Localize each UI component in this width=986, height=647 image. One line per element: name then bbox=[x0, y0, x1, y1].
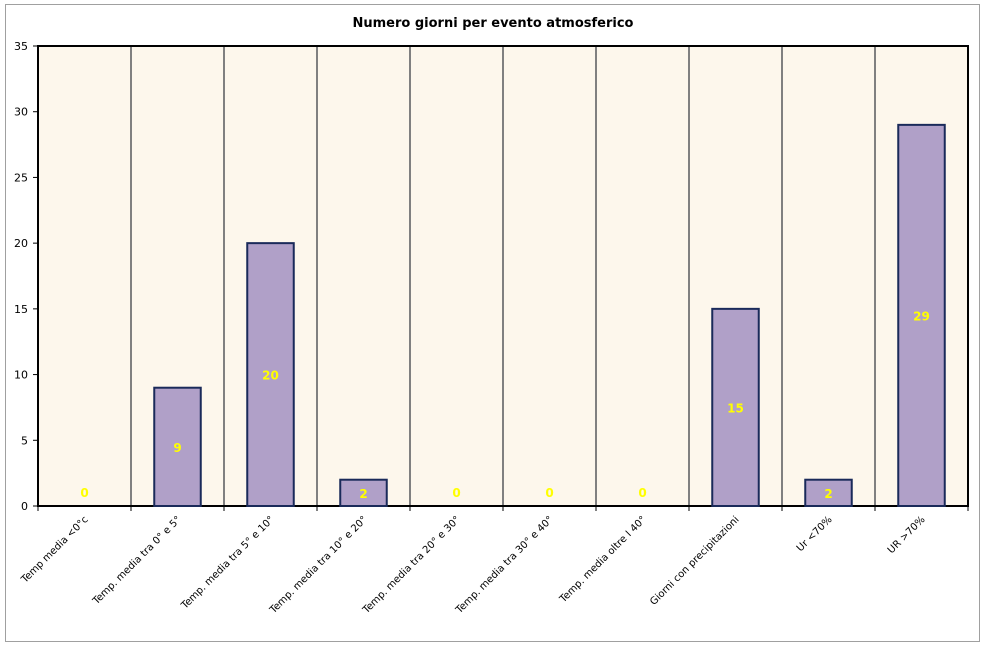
y-tick-label: 15 bbox=[14, 303, 28, 316]
bar bbox=[897, 123, 946, 507]
y-tick-label: 0 bbox=[21, 500, 28, 513]
data-label: 0 bbox=[452, 486, 460, 500]
y-tick-label: 35 bbox=[14, 40, 28, 53]
y-tick-label: 30 bbox=[14, 106, 28, 119]
data-label: 0 bbox=[80, 486, 88, 500]
data-label: 9 bbox=[173, 441, 181, 455]
y-tick-label: 20 bbox=[14, 237, 28, 250]
bar bbox=[339, 478, 388, 508]
chart-title: Numero giorni per evento atmosferico bbox=[353, 16, 634, 31]
data-label: 2 bbox=[824, 487, 832, 501]
data-label: 2 bbox=[359, 487, 367, 501]
x-tick-label: Temp. media tra 0° e 5° bbox=[90, 514, 183, 607]
x-tick-label: Temp. media tra 20° e 30° bbox=[360, 514, 462, 616]
y-tick-label: 25 bbox=[14, 171, 28, 184]
data-label: 0 bbox=[638, 486, 646, 500]
bar bbox=[711, 307, 760, 507]
x-tick-label: Temp. media tra 5° e 10° bbox=[179, 514, 277, 612]
data-label: 29 bbox=[913, 309, 930, 323]
data-label: 15 bbox=[727, 401, 744, 415]
bar bbox=[804, 478, 853, 508]
data-label: 0 bbox=[545, 486, 553, 500]
x-tick-label: Temp. media oltre I 40° bbox=[557, 514, 648, 605]
bar bbox=[246, 242, 295, 507]
x-tick-label: UR >70% bbox=[886, 514, 928, 556]
x-tick-label: Ur <70% bbox=[795, 514, 835, 554]
y-tick-label: 5 bbox=[21, 434, 28, 447]
x-tick-label: Temp media <0°c bbox=[19, 514, 91, 586]
bar bbox=[153, 386, 202, 508]
x-tick-label: Temp. media tra 10° e 20° bbox=[267, 514, 369, 616]
x-tick-label: Temp. media tra 30° e 40° bbox=[453, 514, 555, 616]
y-tick-label: 10 bbox=[14, 369, 28, 382]
x-tick-label: Giorni con precipitazioni bbox=[648, 514, 741, 607]
data-label: 20 bbox=[262, 369, 279, 383]
